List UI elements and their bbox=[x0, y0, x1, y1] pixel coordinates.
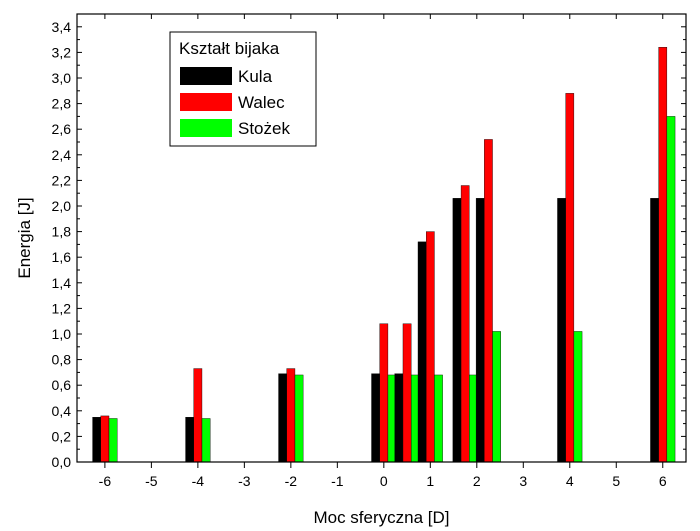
y-tick-label-13: 2,6 bbox=[52, 121, 72, 137]
bar-kula-3 bbox=[371, 373, 380, 463]
x-tick-label-7: 1 bbox=[426, 473, 434, 489]
legend-label-walec: Walec bbox=[238, 93, 285, 112]
ticks-layer: 0,0 0,2 0,4 0,6 0,8 1,0 1,2 1,4 1,6 1,8 2,0 2,2 2,4 2… bbox=[52, 14, 686, 489]
y-tick-label-3: 0,6 bbox=[52, 377, 72, 393]
y-tick-label-2: 0,4 bbox=[52, 403, 72, 419]
bar-walec-4 bbox=[402, 323, 412, 463]
x-tick-label-12: 6 bbox=[659, 473, 667, 489]
bar-stożek-2 bbox=[294, 374, 304, 463]
x-tick-label-1: -5 bbox=[145, 473, 158, 489]
x-tick-label-11: 5 bbox=[612, 473, 620, 489]
x-tick-label-0: -6 bbox=[99, 473, 112, 489]
y-axis-title: Energia [J] bbox=[15, 197, 34, 278]
legend-label-kula: Kula bbox=[238, 67, 273, 86]
legend-label-stożek: Stożek bbox=[238, 119, 290, 138]
y-tick-label-7: 1,4 bbox=[52, 275, 72, 291]
bar-kula-6 bbox=[452, 198, 462, 463]
plot-frame bbox=[76, 13, 687, 463]
legend-swatch-stożek bbox=[180, 119, 232, 137]
bar-walec-7 bbox=[484, 139, 493, 463]
x-tick-label-3: -3 bbox=[238, 473, 251, 489]
bar-walec-8 bbox=[565, 93, 575, 463]
legend-swatch-walec bbox=[180, 93, 232, 111]
bar-walec-3 bbox=[379, 323, 389, 463]
y-tick-label-5: 1,0 bbox=[52, 326, 72, 342]
bar-walec-2 bbox=[286, 368, 296, 463]
x-tick-label-10: 4 bbox=[566, 473, 574, 489]
bar-walec-1 bbox=[193, 368, 203, 463]
y-tick-label-15: 3,0 bbox=[52, 70, 72, 86]
bar-stożek-7 bbox=[492, 331, 501, 463]
y-tick-label-17: 3,4 bbox=[52, 19, 72, 35]
bar-kula-1 bbox=[185, 417, 194, 463]
y-tick-label-16: 3,2 bbox=[52, 44, 72, 60]
x-axis-title: Moc sferyczna [D] bbox=[313, 508, 449, 527]
bar-kula-7 bbox=[475, 198, 485, 463]
y-tick-label-14: 2,8 bbox=[52, 96, 72, 112]
bar-kula-4 bbox=[394, 373, 404, 463]
bar-stożek-5 bbox=[434, 374, 443, 463]
legend-title: Kształt bijaka bbox=[179, 39, 280, 58]
legend: Kształt bijaka Kula Walec Stożek bbox=[169, 31, 317, 147]
y-tick-label-1: 0,2 bbox=[52, 428, 72, 444]
y-tick-label-6: 1,2 bbox=[52, 300, 72, 316]
legend-swatch-kula bbox=[180, 67, 232, 85]
bar-walec-9 bbox=[658, 47, 668, 463]
y-tick-label-11: 2,2 bbox=[52, 172, 72, 188]
y-tick-label-12: 2,4 bbox=[52, 147, 72, 163]
y-tick-label-9: 1,8 bbox=[52, 224, 72, 240]
y-tick-label-4: 0,8 bbox=[52, 352, 72, 368]
bar-stożek-8 bbox=[573, 331, 583, 463]
bar-walec-5 bbox=[426, 231, 435, 463]
y-tick-label-8: 1,6 bbox=[52, 249, 72, 265]
x-tick-label-6: 0 bbox=[380, 473, 388, 489]
bar-stożek-0 bbox=[108, 418, 118, 463]
bar-kula-9 bbox=[650, 198, 659, 463]
y-tick-label-0: 0,0 bbox=[52, 454, 72, 470]
bar-kula-0 bbox=[92, 417, 101, 463]
bar-stożek-9 bbox=[666, 116, 676, 463]
x-tick-label-2: -4 bbox=[192, 473, 205, 489]
bar-kula-2 bbox=[278, 373, 287, 463]
bars-layer bbox=[92, 47, 676, 463]
y-tick-label-10: 2,0 bbox=[52, 198, 72, 214]
x-tick-label-4: -2 bbox=[285, 473, 298, 489]
x-tick-label-8: 2 bbox=[473, 473, 481, 489]
bar-kula-5 bbox=[417, 241, 427, 463]
x-tick-label-5: -1 bbox=[331, 473, 344, 489]
bar-walec-6 bbox=[460, 185, 470, 463]
x-tick-label-9: 3 bbox=[519, 473, 527, 489]
bar-walec-0 bbox=[100, 415, 110, 463]
bar-kula-8 bbox=[557, 198, 566, 463]
bar-stożek-1 bbox=[201, 418, 211, 463]
